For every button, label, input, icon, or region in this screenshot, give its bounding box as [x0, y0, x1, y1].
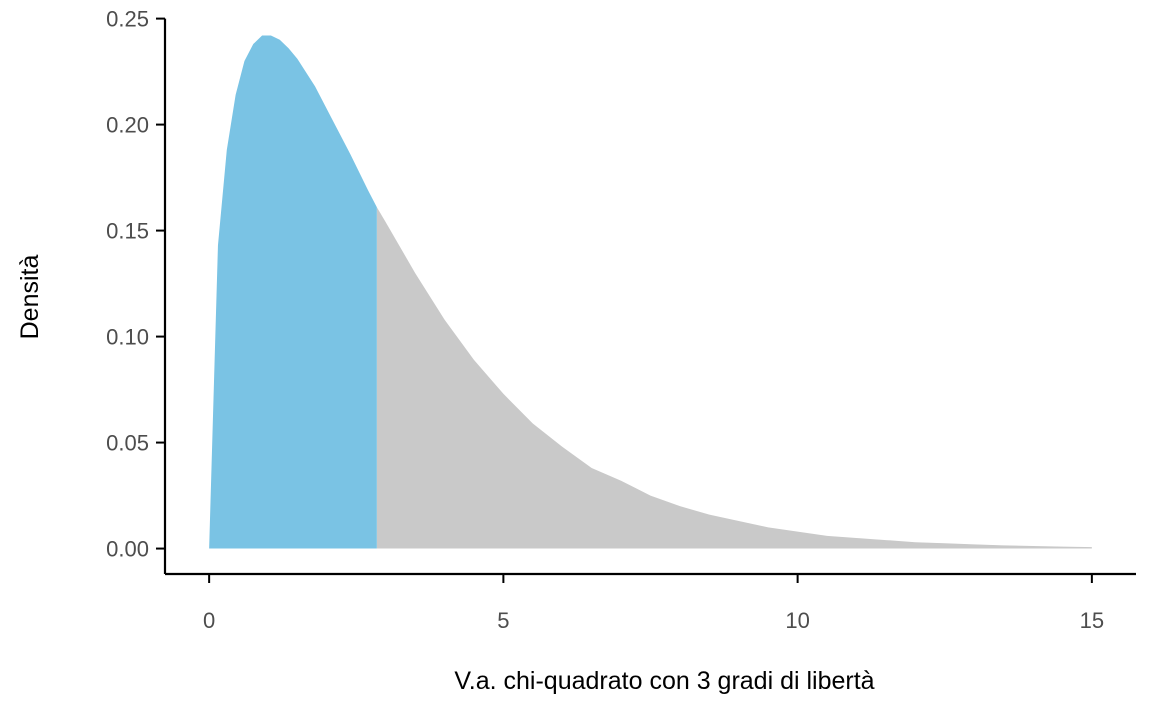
y-tick-label: 0.10	[106, 325, 149, 350]
y-tick-label: 0.15	[106, 219, 149, 244]
y-tick-label: 0.00	[106, 537, 149, 562]
plot-area	[209, 35, 1092, 549]
density-area-unshaded	[376, 207, 1092, 549]
y-axis-title: Densità	[16, 255, 44, 340]
x-axis-title: V.a. chi-quadrato con 3 gradi di libertà	[454, 667, 874, 695]
x-tick-label: 0	[203, 608, 215, 633]
y-tick-label: 0.05	[106, 431, 149, 456]
y-axis-ticks: 0.00 0.05 0.10 0.15 0.20 0.25	[106, 7, 165, 562]
x-tick-label: 10	[785, 608, 809, 633]
x-axis-ticks: 0 5 10 15	[203, 574, 1104, 633]
x-tick-label: 5	[497, 608, 509, 633]
x-tick-label: 15	[1080, 608, 1104, 633]
y-tick-label: 0.20	[106, 113, 149, 138]
density-area-shaded	[209, 35, 377, 549]
y-tick-label: 0.25	[106, 7, 149, 32]
